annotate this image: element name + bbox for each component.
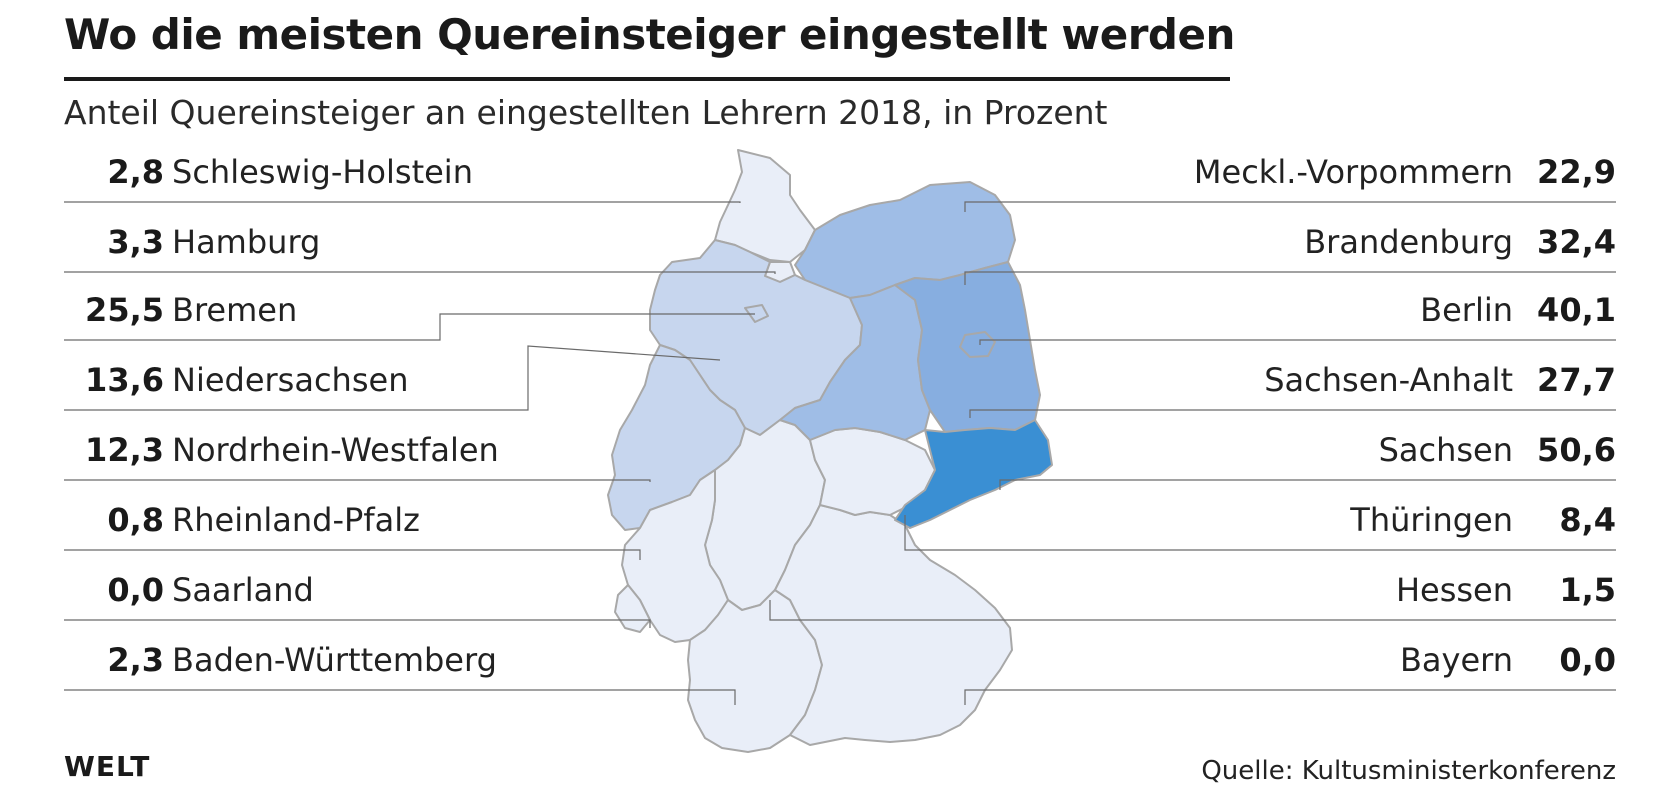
leader-line [64, 549, 641, 560]
leader-line [964, 201, 1616, 212]
state-name-label: Nordrhein-Westfalen [172, 431, 499, 469]
state-name-label: Sachsen [1378, 431, 1513, 469]
value-label: 0,8 [107, 501, 164, 539]
leader-line [964, 271, 1616, 285]
value-label: 8,4 [1559, 501, 1616, 539]
leader-line [979, 339, 1616, 345]
value-label: 12,3 [85, 431, 164, 469]
state-name-label: Hamburg [172, 223, 321, 261]
value-label: 13,6 [85, 361, 164, 399]
leader-line [64, 479, 651, 482]
state-name-label: Bayern [1399, 641, 1513, 679]
title-rule [64, 77, 1230, 81]
state-name-label: Baden-Württemberg [172, 641, 497, 679]
leader-line [769, 600, 1616, 621]
value-label: 50,6 [1537, 431, 1616, 469]
state-name-label: Rheinland-Pfalz [172, 501, 420, 539]
value-label: 22,9 [1537, 153, 1616, 191]
state-berlin [959, 331, 996, 358]
value-label: 27,7 [1537, 361, 1616, 399]
state-bayern [774, 504, 1013, 746]
state-name-label: Schleswig-Holstein [172, 153, 473, 191]
state-schleswig-holstein [714, 149, 816, 263]
leader-line [969, 409, 1616, 418]
value-label: 25,5 [85, 291, 164, 329]
state-sachsen [894, 419, 1053, 529]
state-name-label: Berlin [1420, 291, 1513, 329]
chart-title: Wo die meisten Quereinsteiger eingestell… [64, 10, 1235, 59]
value-label: 2,3 [107, 641, 164, 679]
value-label: 40,1 [1537, 291, 1616, 329]
state-bremen [744, 304, 769, 323]
value-label: 2,8 [107, 153, 164, 191]
leader-line [64, 689, 736, 705]
leader-line [64, 619, 651, 628]
leader-line [904, 515, 1616, 551]
leader-line [64, 345, 721, 411]
leader-line [64, 271, 776, 274]
state-name-label: Brandenburg [1304, 223, 1513, 261]
state-name-label: Bremen [172, 291, 298, 329]
chart-subtitle: Anteil Quereinsteiger an eingestellten L… [64, 93, 1108, 132]
leader-line [964, 689, 1616, 705]
leader-lines [64, 201, 1616, 705]
state-name-label: Sachsen-Anhalt [1264, 361, 1513, 399]
leader-line [64, 201, 741, 203]
source-note: Quelle: Kultusministerkonferenz [1201, 756, 1616, 786]
state-name-label: Thüringen [1350, 501, 1513, 539]
state-name-label: Saarland [172, 571, 314, 609]
leader-line [64, 313, 755, 341]
state-name-label: Meckl.-Vorpommern [1193, 153, 1513, 191]
value-label: 0,0 [107, 571, 164, 609]
state-name-label: Niedersachsen [172, 361, 409, 399]
value-label: 3,3 [107, 223, 164, 261]
value-label: 1,5 [1559, 571, 1616, 609]
value-label: 0,0 [1559, 641, 1616, 679]
state-name-label: Hessen [1395, 571, 1513, 609]
leader-line [999, 479, 1616, 490]
welt-logo: WELT [64, 750, 151, 783]
value-label: 32,4 [1537, 223, 1616, 261]
